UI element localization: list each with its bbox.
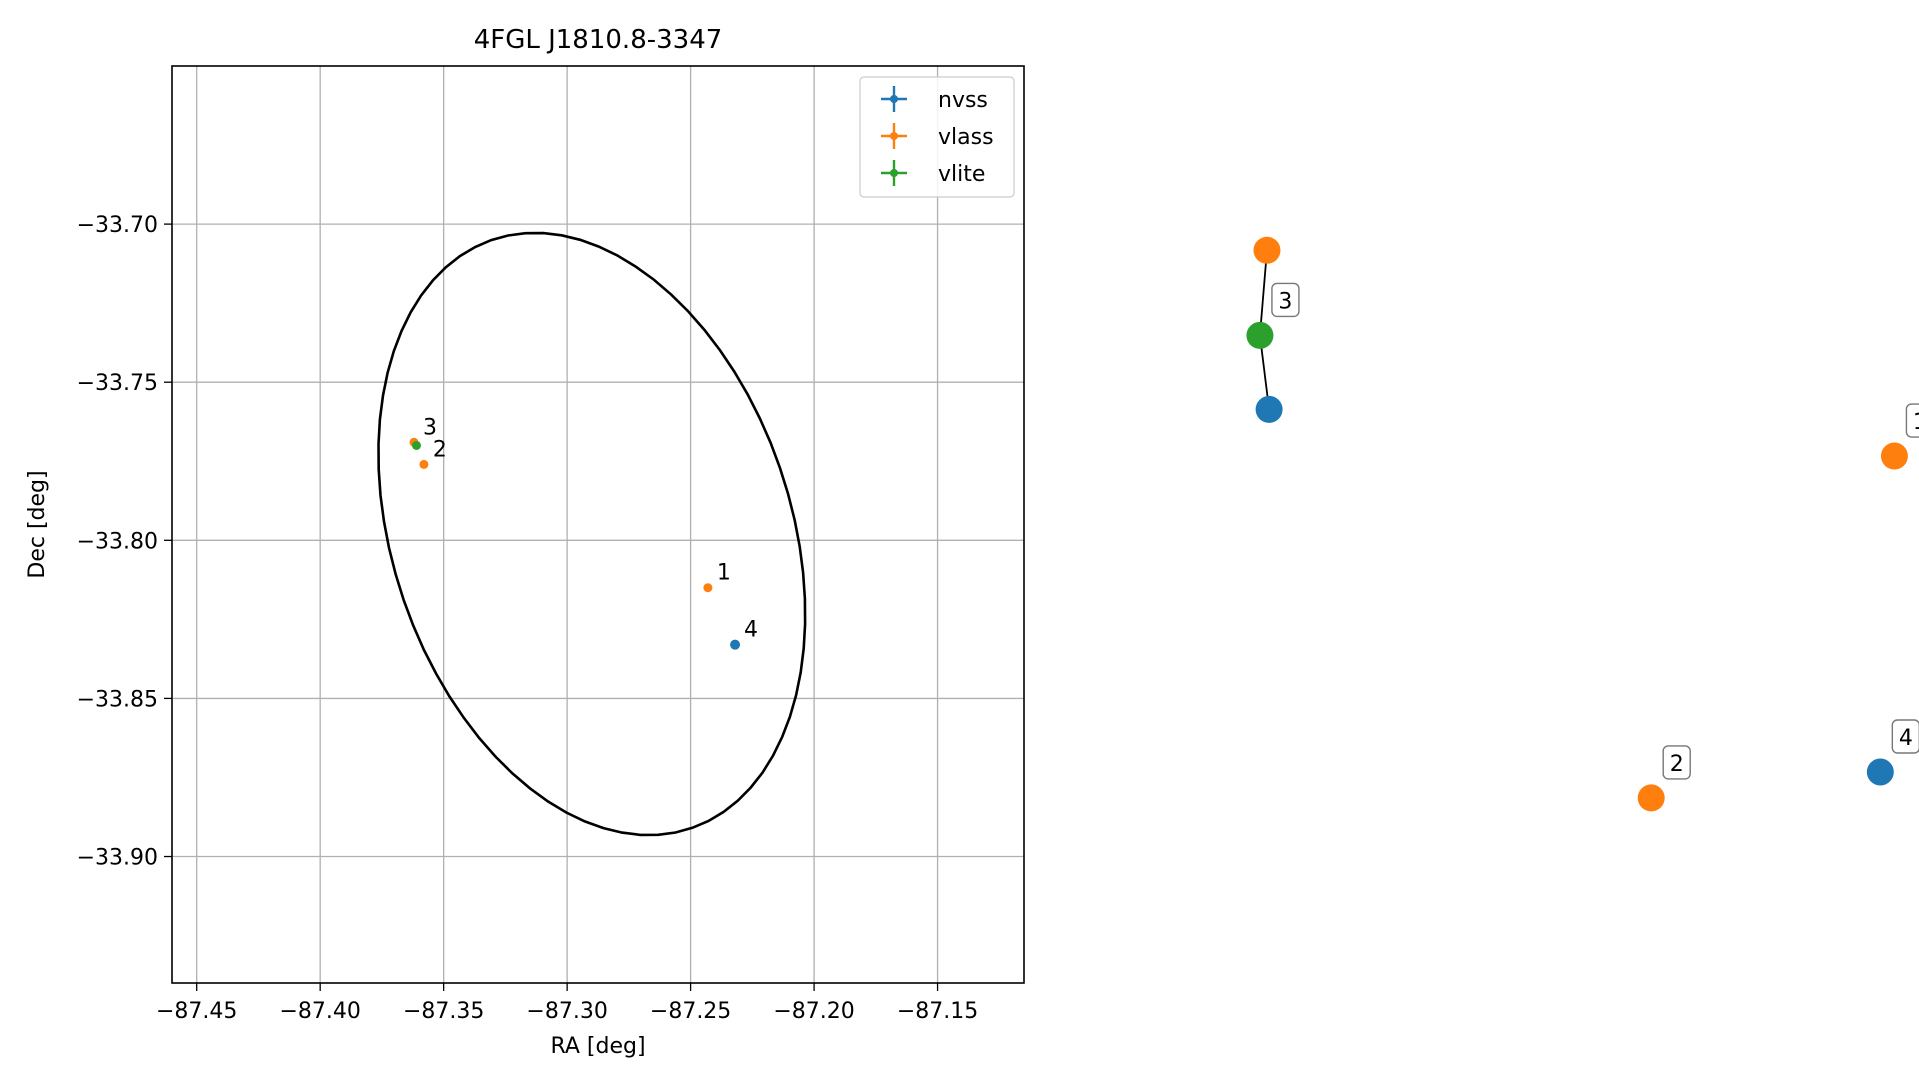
graph-node bbox=[1253, 236, 1281, 264]
graph-node bbox=[1255, 395, 1283, 423]
graph-node-label-box bbox=[1891, 719, 1919, 754]
nvss-point bbox=[730, 639, 741, 650]
x-axis-ticks: −87.45 −87.40 −87.35 −87.30 −87.25 −87.20 −87.… bbox=[156, 983, 978, 1024]
y-axis-label: Dec [deg] bbox=[25, 470, 50, 578]
x-tick-label: −87.30 bbox=[526, 999, 607, 1024]
legend-label-vlite: vlite bbox=[938, 162, 985, 187]
graph-node-label-box bbox=[1662, 745, 1691, 780]
legend-box bbox=[859, 76, 1015, 198]
graph-node-label-box bbox=[1905, 403, 1919, 438]
match-graph: 3 1 4 2 bbox=[1246, 236, 1919, 812]
graph-node-label: 1 bbox=[1913, 410, 1919, 435]
x-tick-label: −87.20 bbox=[773, 999, 854, 1024]
x-axis-label: RA [deg] bbox=[550, 1034, 645, 1059]
point-label: 4 bbox=[744, 618, 758, 643]
x-tick-label: −87.40 bbox=[279, 999, 360, 1024]
point-label: 1 bbox=[717, 561, 731, 586]
error-ellipse bbox=[377, 231, 807, 837]
graph-node-label-box bbox=[1271, 282, 1300, 318]
y-tick-label: −33.90 bbox=[77, 846, 158, 871]
graph-node-label: 4 bbox=[1899, 726, 1913, 751]
graph-edge bbox=[1259, 250, 1268, 336]
y-tick-label: −33.70 bbox=[77, 213, 158, 238]
graph-node bbox=[1637, 784, 1665, 812]
x-tick-label: −87.15 bbox=[897, 999, 978, 1024]
plot-frame bbox=[171, 65, 1025, 984]
graph-node bbox=[1246, 321, 1274, 349]
legend-marker-nvss bbox=[890, 95, 898, 103]
legend: nvss vlass vlite bbox=[859, 76, 1015, 198]
x-tick-label: −87.25 bbox=[650, 999, 731, 1024]
legend-label-vlass: vlass bbox=[938, 125, 994, 150]
sky-position-plot: 4FGL J1810.8-3347 4 32 1 −87.45 −87.40 −87.3… bbox=[25, 25, 1025, 1059]
legend-label-nvss: nvss bbox=[938, 88, 988, 113]
y-tick-label: −33.75 bbox=[77, 371, 158, 396]
legend-marker-vlite bbox=[890, 169, 898, 177]
point-label: 2 bbox=[433, 437, 447, 462]
y-tick-label: −33.85 bbox=[77, 687, 158, 712]
y-axis-ticks: −33.70 −33.75 −33.80 −33.85 −33.90 bbox=[77, 213, 172, 871]
graph-node bbox=[1866, 758, 1894, 786]
x-tick-label: −87.35 bbox=[403, 999, 484, 1024]
data-points: 4 32 1 bbox=[409, 415, 758, 650]
grid-lines bbox=[172, 66, 1024, 983]
legend-marker-vlass bbox=[890, 132, 898, 140]
graph-nodes: 3 1 4 2 bbox=[1246, 236, 1919, 812]
point-label: 3 bbox=[423, 415, 437, 440]
x-tick-label: −87.45 bbox=[156, 999, 237, 1024]
vlass-point bbox=[419, 459, 429, 469]
vlite-point bbox=[411, 440, 421, 450]
y-tick-label: −33.80 bbox=[77, 529, 158, 554]
graph-node bbox=[1880, 442, 1908, 470]
graph-node-label: 2 bbox=[1670, 752, 1684, 777]
graph-node-label: 3 bbox=[1278, 289, 1292, 314]
ellipse-outline bbox=[377, 231, 807, 837]
plot-title: 4FGL J1810.8-3347 bbox=[474, 25, 723, 55]
vlass-point bbox=[703, 583, 713, 593]
